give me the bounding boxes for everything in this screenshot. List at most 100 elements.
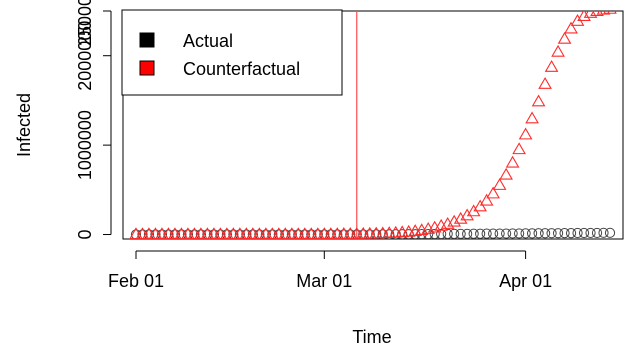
- counterfactual-point: [538, 77, 552, 89]
- actual-point: [312, 229, 323, 239]
- actual-point: [221, 229, 232, 239]
- actual-point: [591, 227, 603, 239]
- counterfactual-point: [557, 31, 572, 44]
- actual-point: [247, 229, 258, 239]
- actual-point: [143, 229, 155, 239]
- actual-point: [358, 229, 369, 239]
- actual-point: [332, 229, 343, 239]
- actual-point: [150, 229, 161, 239]
- legend-box: [121, 9, 343, 96]
- series-counterfactual: [129, 11, 617, 239]
- actual-point: [195, 229, 207, 239]
- counterfactual-point: [479, 193, 494, 206]
- x-tick-label: Mar 01: [296, 271, 352, 291]
- actual-point: [429, 228, 440, 239]
- actual-point: [293, 229, 304, 239]
- actual-point: [137, 229, 148, 239]
- actual-point: [585, 227, 596, 239]
- actual-point: [533, 228, 544, 239]
- actual-point: [520, 228, 531, 239]
- plot-frame: [122, 10, 624, 240]
- counterfactual-point: [596, 11, 611, 15]
- actual-point: [299, 229, 310, 239]
- actual-point: [494, 228, 505, 239]
- legend-swatch-counterfactual: [139, 60, 155, 76]
- actual-point: [371, 229, 382, 239]
- actual-point: [156, 229, 168, 239]
- actual-point: [176, 229, 187, 239]
- actual-point: [351, 229, 362, 239]
- actual-point: [546, 228, 557, 239]
- actual-point: [578, 227, 590, 239]
- counterfactual-point: [531, 94, 546, 107]
- actual-point: [539, 228, 551, 239]
- actual-point: [481, 228, 492, 239]
- legend-label-counterfactual: Counterfactual: [183, 59, 300, 79]
- counterfactual-point: [577, 11, 591, 21]
- actual-point: [260, 229, 271, 239]
- actual-point: [514, 228, 525, 239]
- actual-point: [208, 229, 220, 239]
- x-axis-label: Time: [352, 327, 391, 346]
- actual-point: [182, 229, 194, 239]
- actual-point: [254, 229, 265, 239]
- actual-point: [526, 228, 538, 239]
- counterfactual-point: [518, 127, 533, 140]
- actual-point: [468, 228, 479, 239]
- actual-point: [163, 229, 174, 239]
- actual-point: [215, 229, 226, 239]
- actual-point: [449, 228, 460, 239]
- actual-point: [501, 228, 512, 239]
- actual-point: [559, 227, 570, 239]
- actual-point: [338, 229, 349, 239]
- y-tick-label: 2500000: [75, 0, 95, 46]
- series-actual: [130, 227, 616, 239]
- y-tick-label: 0: [75, 230, 95, 240]
- actual-point: [598, 227, 609, 238]
- counterfactual-point: [544, 60, 559, 72]
- actual-point: [604, 227, 616, 238]
- counterfactual-point: [492, 178, 507, 190]
- actual-point: [436, 228, 447, 239]
- actual-point: [488, 228, 499, 239]
- actual-point: [241, 229, 252, 239]
- actual-point: [345, 229, 356, 239]
- actual-point: [169, 229, 181, 239]
- counterfactual-point: [564, 21, 578, 34]
- actual-point: [234, 229, 245, 239]
- actual-point: [325, 229, 336, 239]
- plot-area: [129, 11, 617, 239]
- actual-point: [202, 229, 213, 239]
- counterfactual-point: [499, 167, 513, 180]
- counterfactual-point: [486, 186, 500, 199]
- actual-point: [319, 229, 330, 239]
- counterfactual-point: [525, 111, 539, 124]
- actual-point: [552, 228, 564, 239]
- x-tick-label: Feb 01: [108, 271, 164, 291]
- actual-point: [462, 228, 473, 239]
- actual-point: [442, 228, 453, 239]
- legend: Actual Counterfactual: [121, 9, 343, 96]
- actual-point: [280, 229, 291, 239]
- actual-point: [565, 227, 577, 239]
- counterfactual-point: [460, 208, 474, 221]
- actual-point: [475, 228, 486, 239]
- x-tick-label: Apr 01: [499, 271, 552, 291]
- actual-point: [377, 229, 388, 239]
- actual-point: [507, 228, 518, 239]
- y-tick-label: 2000000: [75, 21, 95, 91]
- counterfactual-point: [440, 216, 455, 229]
- counterfactual-point: [453, 211, 468, 224]
- counterfactual-point: [473, 199, 487, 212]
- actual-point: [306, 229, 317, 239]
- actual-point: [455, 228, 466, 239]
- actual-point: [572, 227, 583, 239]
- actual-point: [273, 229, 284, 239]
- legend-label-actual: Actual: [183, 31, 233, 51]
- counterfactual-point: [447, 214, 462, 227]
- actual-point: [130, 229, 142, 239]
- counterfactual-point: [590, 11, 604, 17]
- legend-swatch-actual: [139, 32, 155, 48]
- counterfactual-point: [505, 155, 520, 168]
